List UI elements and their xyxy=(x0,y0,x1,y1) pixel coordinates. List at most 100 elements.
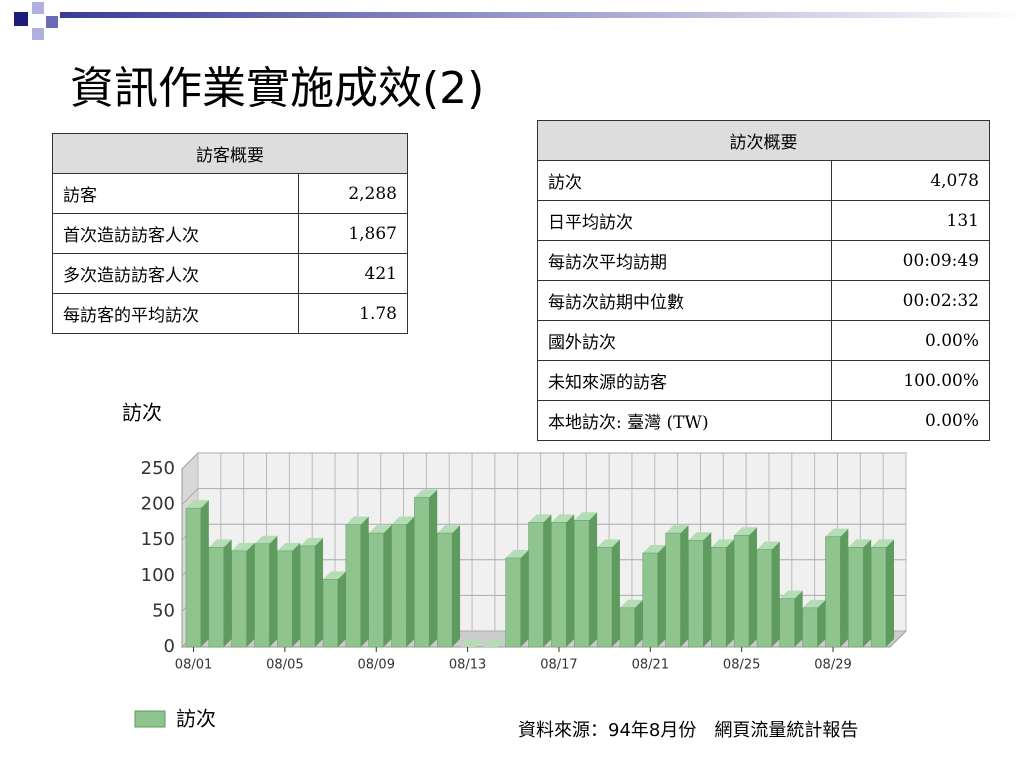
row-label: 本地訪次: 臺灣 (TW) xyxy=(536,400,833,441)
legend-swatch xyxy=(134,710,166,728)
x-tick-label: 08/01 xyxy=(175,658,212,673)
table-row: 國外訪次 0.00% xyxy=(536,320,990,361)
bar xyxy=(848,539,872,648)
bar xyxy=(368,525,392,648)
bar xyxy=(665,525,689,648)
bar-top xyxy=(231,542,255,551)
row-value: 2,288 xyxy=(297,173,409,214)
bar-top xyxy=(734,527,757,536)
bar-side xyxy=(315,537,324,647)
bar-front xyxy=(574,520,590,648)
bar-side xyxy=(611,539,620,647)
row-value: 0.00% xyxy=(831,320,990,361)
y-tick-label: 150 xyxy=(141,529,175,550)
bar-side xyxy=(840,528,849,647)
bar xyxy=(391,516,415,648)
bar xyxy=(505,550,529,648)
bar-side xyxy=(360,516,369,647)
bar xyxy=(299,537,324,648)
row-value: 00:02:32 xyxy=(831,280,990,321)
bar-front xyxy=(391,524,407,648)
table-row: 每訪次平均訪期 00:09:49 xyxy=(536,240,990,281)
bar-top xyxy=(391,516,415,525)
bar-front xyxy=(870,547,887,648)
table-header: 訪次概要 xyxy=(537,120,990,161)
row-value: 00:09:49 xyxy=(831,240,990,281)
bar-front xyxy=(254,543,270,648)
grid-line xyxy=(181,488,906,505)
bar xyxy=(460,639,483,647)
bar-front xyxy=(528,522,544,648)
bar-top xyxy=(597,539,620,548)
visitor-table: 訪客概要 訪客 2,288 首次造訪訪客人次 1,867 多次造訪訪客人次 421 每訪客的平… xyxy=(52,133,409,334)
bar-side xyxy=(771,541,780,647)
bar-top xyxy=(254,535,278,544)
bar xyxy=(231,542,255,648)
bar-side xyxy=(703,532,712,647)
bar-side xyxy=(223,539,232,647)
bar-top xyxy=(345,516,369,525)
table-row: 訪客 2,288 xyxy=(52,173,409,214)
x-tick-label: 08/29 xyxy=(814,658,851,673)
bar-front xyxy=(733,534,750,648)
row-label: 每訪客的平均訪次 xyxy=(52,293,299,334)
bar-side xyxy=(269,535,278,647)
row-label: 訪次 xyxy=(536,160,833,201)
deco xyxy=(32,28,44,40)
x-tick-label: 08/05 xyxy=(266,658,303,673)
bar-side xyxy=(886,539,895,647)
bar-top xyxy=(528,514,552,523)
header-bar xyxy=(60,12,1024,18)
bar-top xyxy=(711,539,735,548)
bar-front xyxy=(619,607,636,648)
row-label: 日平均訪次 xyxy=(536,200,833,241)
bar-side xyxy=(657,545,666,647)
bar-top xyxy=(825,528,849,537)
bar xyxy=(688,532,712,648)
bar-front xyxy=(414,497,430,648)
row-label: 多次造訪訪客人次 xyxy=(52,253,299,294)
bar-top xyxy=(619,599,643,608)
bar xyxy=(528,514,552,648)
bar-top xyxy=(323,571,346,580)
bar-top xyxy=(802,599,826,608)
bar-side xyxy=(748,527,757,647)
bar-side xyxy=(337,571,346,647)
table-header: 訪客概要 xyxy=(52,133,408,174)
bar xyxy=(254,535,278,648)
row-label: 國外訪次 xyxy=(536,320,833,361)
bar-side xyxy=(246,542,255,647)
bar-front xyxy=(505,557,521,648)
row-label: 未知來源的訪客 xyxy=(536,360,833,401)
bar-side xyxy=(543,514,552,647)
bar-side xyxy=(383,525,392,647)
row-value: 0.00% xyxy=(831,400,990,441)
bar-front xyxy=(368,532,384,648)
table-row: 多次造訪訪客人次 421 xyxy=(52,253,409,294)
bar-side xyxy=(794,590,803,647)
bar-top xyxy=(848,539,872,548)
bar-front xyxy=(711,547,727,648)
bar-front xyxy=(436,532,453,648)
bar xyxy=(185,500,209,648)
bar-front xyxy=(848,547,864,648)
bar-top xyxy=(414,489,438,498)
bar-front xyxy=(825,536,841,648)
bar-top xyxy=(505,550,529,558)
bar xyxy=(779,590,803,648)
table-row: 首次造訪訪客人次 1,867 xyxy=(52,213,409,254)
bar-side xyxy=(200,500,209,647)
x-tick-label: 08/17 xyxy=(540,658,577,673)
bar-top xyxy=(779,590,803,599)
bar-top xyxy=(482,639,506,647)
bar-top xyxy=(665,525,689,534)
bar-front xyxy=(665,532,681,648)
row-value: 4,078 xyxy=(831,160,990,201)
bar xyxy=(208,539,232,648)
bar-top xyxy=(208,539,232,548)
bar-front xyxy=(779,598,795,648)
bar-side xyxy=(452,525,461,647)
bar-side xyxy=(406,516,415,647)
bar-front xyxy=(208,547,224,648)
